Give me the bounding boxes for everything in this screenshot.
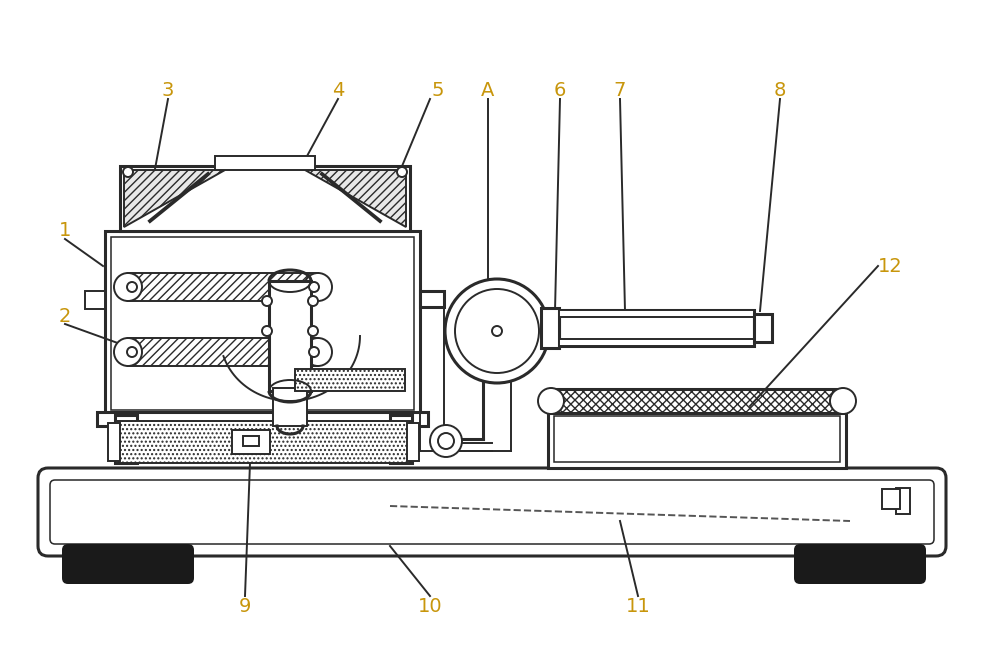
Bar bbox=[295, 369, 405, 391]
Bar bbox=[754, 314, 772, 342]
Text: 5: 5 bbox=[432, 81, 444, 100]
FancyBboxPatch shape bbox=[794, 544, 926, 584]
Bar bbox=[215, 156, 315, 170]
Circle shape bbox=[538, 388, 564, 414]
Circle shape bbox=[830, 388, 856, 414]
Bar bbox=[407, 423, 419, 461]
Circle shape bbox=[308, 296, 318, 306]
Bar bbox=[105, 231, 420, 416]
Bar bbox=[111, 237, 414, 410]
Circle shape bbox=[309, 347, 319, 357]
Circle shape bbox=[438, 433, 454, 449]
Circle shape bbox=[309, 282, 319, 292]
Text: 11: 11 bbox=[626, 596, 650, 615]
Circle shape bbox=[127, 347, 137, 357]
Circle shape bbox=[492, 326, 502, 336]
Text: 6: 6 bbox=[554, 81, 566, 100]
Bar bbox=[541, 308, 559, 348]
Bar bbox=[108, 423, 120, 461]
Circle shape bbox=[430, 425, 462, 457]
Text: 8: 8 bbox=[774, 81, 786, 100]
Text: 4: 4 bbox=[332, 81, 344, 100]
Bar bbox=[559, 310, 754, 317]
Text: 9: 9 bbox=[239, 596, 251, 615]
Bar bbox=[243, 436, 259, 446]
Bar bbox=[559, 339, 754, 346]
Bar bbox=[232, 430, 270, 454]
Circle shape bbox=[262, 296, 272, 306]
Bar bbox=[128, 273, 318, 301]
Bar bbox=[128, 338, 318, 366]
Circle shape bbox=[262, 326, 272, 336]
Bar bbox=[554, 416, 840, 462]
Bar bbox=[896, 488, 910, 514]
Text: 10: 10 bbox=[418, 596, 442, 615]
Text: 12: 12 bbox=[878, 256, 902, 276]
Circle shape bbox=[308, 326, 318, 336]
Circle shape bbox=[397, 167, 407, 177]
Circle shape bbox=[304, 338, 332, 366]
Text: 3: 3 bbox=[162, 81, 174, 100]
Bar bbox=[115, 415, 137, 463]
Text: 7: 7 bbox=[614, 81, 626, 100]
FancyBboxPatch shape bbox=[62, 544, 194, 584]
Circle shape bbox=[304, 273, 332, 301]
Bar bbox=[273, 388, 307, 426]
Circle shape bbox=[114, 273, 142, 301]
Bar bbox=[85, 291, 105, 309]
FancyBboxPatch shape bbox=[38, 468, 946, 556]
Bar bbox=[115, 421, 410, 463]
Bar bbox=[548, 410, 846, 468]
Bar bbox=[390, 415, 412, 463]
Circle shape bbox=[127, 282, 137, 292]
Bar bbox=[120, 166, 410, 231]
Text: 1: 1 bbox=[59, 221, 71, 241]
Text: A: A bbox=[481, 81, 495, 100]
Polygon shape bbox=[124, 170, 225, 227]
Text: 2: 2 bbox=[59, 307, 71, 325]
Bar bbox=[551, 389, 843, 413]
Bar bbox=[97, 412, 428, 426]
Circle shape bbox=[455, 289, 539, 373]
Bar bbox=[882, 489, 900, 509]
Bar bbox=[420, 291, 444, 307]
Circle shape bbox=[123, 167, 133, 177]
Circle shape bbox=[114, 338, 142, 366]
Polygon shape bbox=[305, 170, 406, 227]
Bar bbox=[269, 281, 311, 391]
Circle shape bbox=[445, 279, 549, 383]
Bar bbox=[559, 310, 754, 346]
